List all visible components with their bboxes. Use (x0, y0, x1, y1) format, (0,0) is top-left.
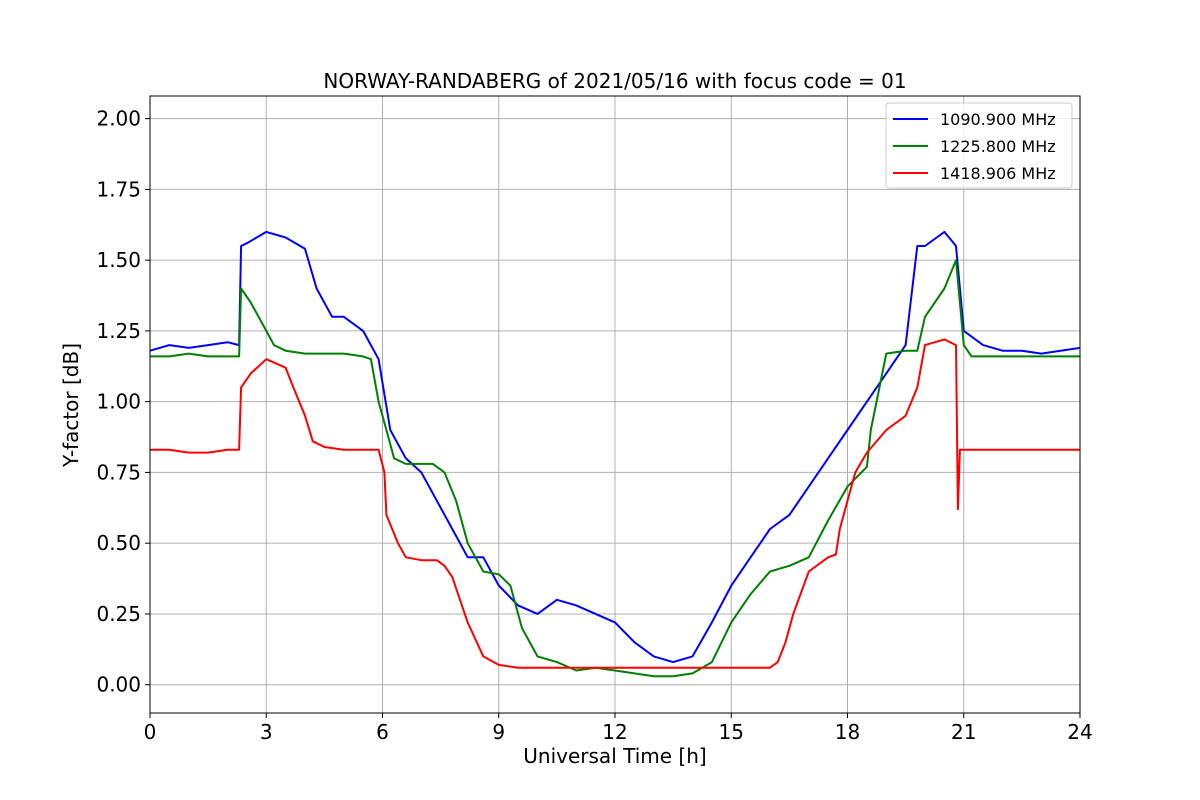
x-tick-label: 9 (492, 720, 505, 744)
x-tick-label: 18 (835, 720, 860, 744)
x-axis-label: Universal Time [h] (523, 744, 706, 768)
y-tick-label: 1.50 (96, 248, 141, 272)
y-tick-label: 0.25 (96, 602, 141, 626)
legend-box (885, 102, 1073, 189)
y-axis-label: Y-factor [dB] (59, 343, 83, 468)
series-line-3 (150, 338, 1080, 669)
legend: 1090.900 MHz 1225.800 MHz 1418.906 MHz (885, 102, 1073, 189)
y-tick-label: 1.75 (96, 177, 141, 201)
x-axis-ticks: 0 3 6 9 12 15 18 21 24 (144, 713, 1093, 744)
x-tick-label: 3 (260, 720, 273, 744)
x-tick-label: 21 (951, 720, 976, 744)
series-layer (149, 230, 1081, 678)
y-tick-label: 0.50 (96, 531, 141, 555)
x-tick-label: 0 (144, 720, 157, 744)
series-line-2 (150, 259, 1080, 678)
legend-label-2: 1225.800 MHz (940, 137, 1056, 156)
y-axis-ticks: 0.00 0.25 0.50 0.75 1.00 1.25 1.50 1.75 2.00 (96, 107, 150, 697)
y-tick-label: 1.25 (96, 319, 141, 343)
x-tick-label: 6 (376, 720, 389, 744)
y-tick-label: 1.00 (96, 390, 141, 414)
y-tick-label: 2.00 (96, 107, 141, 131)
x-tick-label: 24 (1067, 720, 1092, 744)
series-line-1 (149, 230, 1081, 664)
x-tick-label: 12 (602, 720, 627, 744)
x-tick-label: 15 (719, 720, 744, 744)
legend-label-3: 1418.906 MHz (940, 164, 1056, 183)
chart-title: NORWAY-RANDABERG of 2021/05/16 with focu… (323, 69, 906, 93)
y-tick-label: 0.75 (96, 460, 141, 484)
y-tick-label: 0.00 (96, 673, 141, 697)
legend-label-1: 1090.900 MHz (940, 110, 1056, 129)
